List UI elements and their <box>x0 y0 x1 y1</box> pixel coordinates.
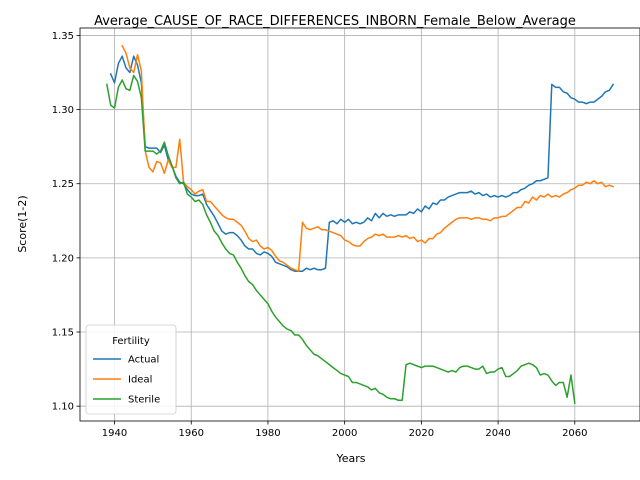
series-line-sterile <box>105 74 576 405</box>
legend-label-ideal: Ideal <box>128 375 152 386</box>
x-tick-label: 1940 <box>102 428 127 439</box>
legend-label-sterile: Sterile <box>128 395 160 406</box>
y-tick-label: 1.20 <box>52 253 74 264</box>
y-tick-label: 1.15 <box>52 328 74 339</box>
x-axis-ticks: 1940 1960 1980 2000 2020 2040 2060 <box>102 421 588 439</box>
y-tick-label: 1.25 <box>52 179 74 190</box>
y-tick-label: 1.30 <box>52 105 74 116</box>
series-line-ideal <box>121 44 615 272</box>
series-lines <box>105 44 615 405</box>
y-tick-label: 1.10 <box>52 402 74 413</box>
x-tick-label: 2060 <box>562 428 587 439</box>
x-tick-label: 2040 <box>485 428 510 439</box>
legend: Fertility Actual Ideal Sterile <box>85 324 177 415</box>
legend-title: Fertility <box>112 336 150 347</box>
x-tick-label: 2000 <box>332 428 357 439</box>
chart-title: Average_CAUSE_OF_RACE_DIFFERENCES_INBORN… <box>94 14 576 29</box>
x-axis-label: Years <box>335 452 365 465</box>
series-line-actual <box>109 55 615 272</box>
y-tick-label: 1.35 <box>52 31 74 42</box>
plot-frame <box>79 27 640 422</box>
legend-box <box>85 324 177 415</box>
y-axis-ticks: 1.10 1.15 1.20 1.25 1.30 1.35 <box>52 31 80 413</box>
x-tick-label: 1960 <box>179 428 204 439</box>
legend-label-actual: Actual <box>128 355 159 366</box>
x-tick-label: 2020 <box>409 428 434 439</box>
legend-entries: Actual Ideal Sterile <box>93 355 160 406</box>
x-tick-label: 1980 <box>255 428 280 439</box>
y-axis-label: Score(1-2) <box>16 195 29 252</box>
